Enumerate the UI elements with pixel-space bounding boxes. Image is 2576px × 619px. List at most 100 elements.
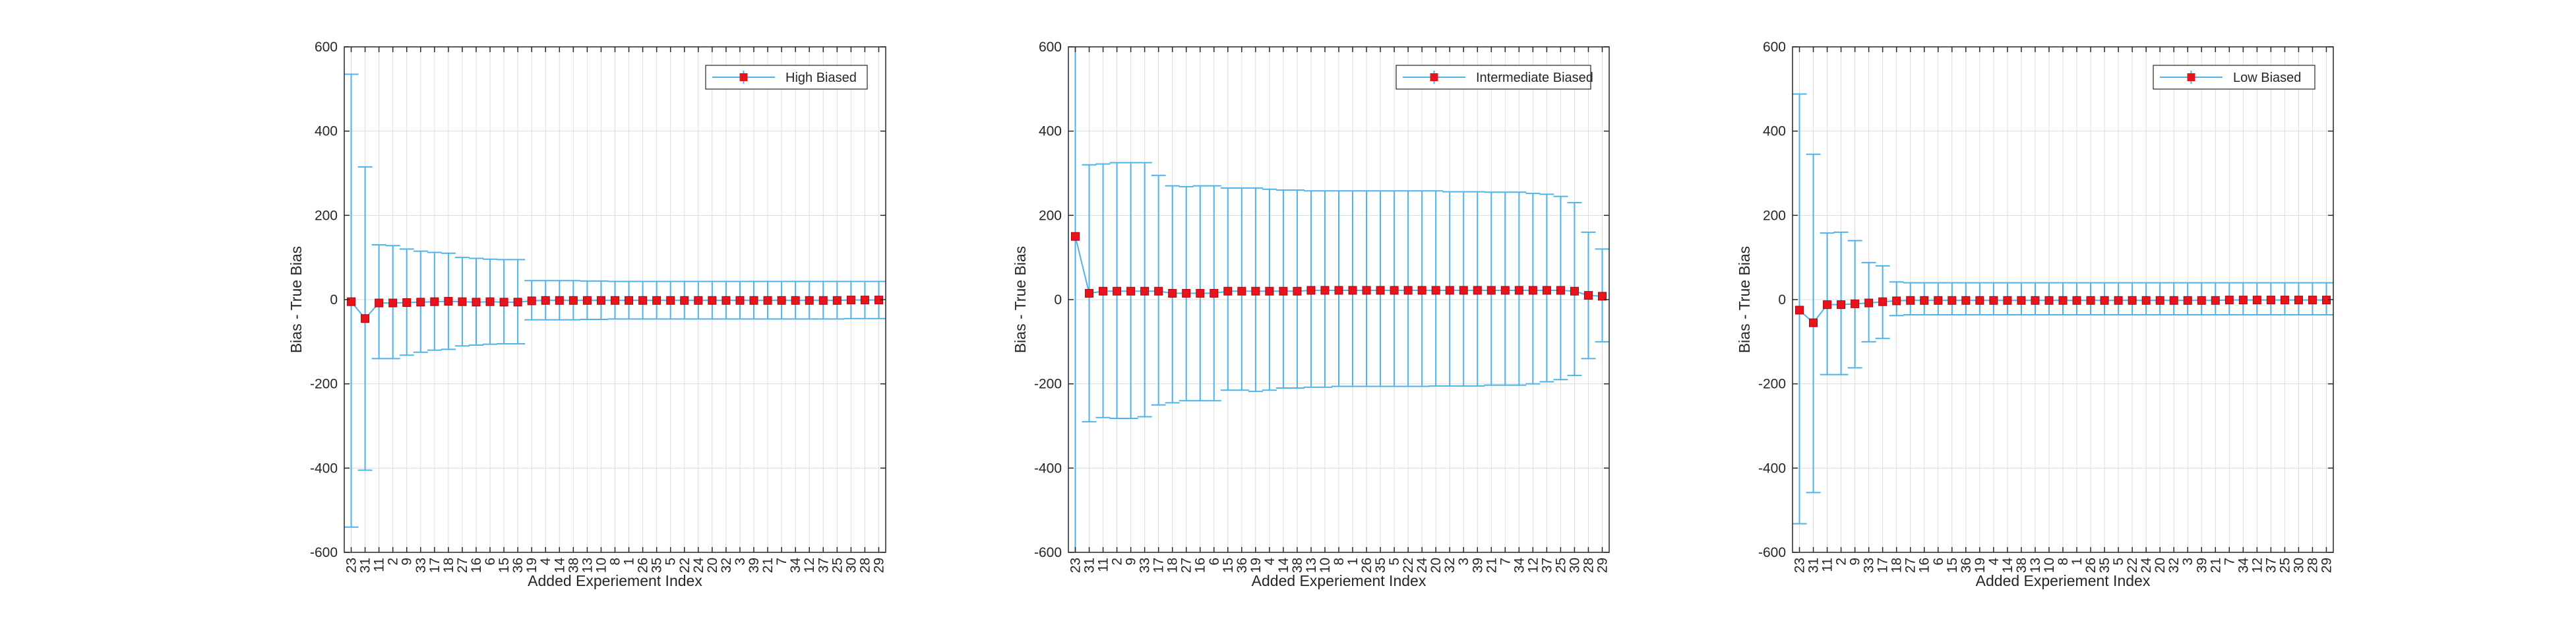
y-tick-label: 400 (315, 124, 338, 139)
data-point (2044, 296, 2054, 305)
x-tick-label: 33 (1862, 558, 1877, 573)
x-tick-label: 27 (1179, 558, 1194, 573)
x-tick-label: 37 (2263, 558, 2279, 573)
x-tick-label: 22 (677, 558, 692, 573)
x-tick-label: 15 (497, 558, 512, 573)
data-point (1487, 286, 1496, 295)
data-point (2114, 296, 2123, 305)
data-point (1570, 286, 1579, 296)
data-point (1113, 286, 1122, 296)
data-point (541, 296, 550, 305)
x-tick-label: 5 (1387, 558, 1402, 566)
x-tick-label: 35 (2097, 558, 2112, 573)
x-tick-label: 15 (1945, 558, 1960, 573)
y-tick-label: 400 (1763, 124, 1786, 139)
data-point (1182, 288, 1191, 298)
data-point (694, 296, 703, 305)
y-tick-label: -400 (1758, 461, 1786, 476)
x-tick-label: 3 (2180, 558, 2195, 566)
x-tick-label: 4 (1986, 558, 2002, 566)
x-tick-label: 21 (1484, 558, 1499, 573)
x-tick-label: 32 (1442, 558, 1457, 573)
data-point (1320, 286, 1330, 295)
y-tick-label: -600 (1758, 545, 1786, 560)
x-tick-label: 25 (1553, 558, 1568, 573)
y-tick-label: 600 (1039, 40, 1062, 55)
legend-label: Low Biased (2233, 71, 2301, 85)
legend-label: Intermediate Biased (1476, 71, 1593, 85)
x-tick-label: 31 (1082, 558, 1097, 573)
y-tick-label: 400 (1039, 124, 1062, 139)
legend-marker-sample (1430, 73, 1438, 81)
x-tick-label: 34 (788, 558, 803, 573)
data-point (721, 296, 731, 305)
data-point (1334, 286, 1343, 295)
data-point (652, 296, 661, 305)
data-point (1892, 296, 1901, 306)
data-point (708, 296, 717, 305)
x-tick-label: 24 (2139, 558, 2154, 573)
data-point (2252, 296, 2261, 305)
x-tick-label: 22 (2125, 558, 2140, 573)
y-tick-label: -200 (1034, 377, 1062, 392)
data-point (416, 298, 425, 307)
x-tick-label: 2 (1110, 558, 1125, 566)
data-point (1223, 286, 1233, 296)
x-tick-label: 18 (1889, 558, 1905, 573)
x-tick-label: 13 (580, 558, 595, 573)
x-tick-label: 24 (691, 558, 706, 573)
data-point (1514, 286, 1523, 295)
legend: Low Biased (2153, 65, 2315, 90)
x-tick-label: 33 (414, 558, 429, 573)
x-tick-label: 21 (2208, 558, 2223, 573)
x-tick-label: 12 (2250, 558, 2265, 573)
data-point (361, 314, 370, 323)
x-tick-label: 7 (1498, 558, 1513, 566)
data-point (1961, 296, 1971, 305)
data-point (2072, 296, 2081, 305)
data-point (1376, 286, 1385, 295)
y-axis-label: Bias - True Bias (288, 246, 305, 353)
y-tick-label: 0 (1778, 292, 1786, 308)
data-point (1237, 286, 1246, 296)
y-tick-label: 600 (315, 40, 338, 55)
data-point (611, 296, 619, 305)
data-point (1920, 296, 1929, 305)
x-tick-label: 14 (2000, 558, 2015, 573)
x-tick-label: 19 (524, 558, 539, 573)
data-point (1864, 298, 1874, 308)
x-tick-label: 38 (2014, 558, 2029, 573)
x-tick-label: 14 (552, 558, 567, 573)
data-point (1279, 286, 1288, 296)
x-tick-label: 30 (1567, 558, 1582, 573)
y-tick-label: 200 (315, 208, 338, 223)
x-tick-label: 27 (1903, 558, 1918, 573)
data-point (1293, 286, 1302, 296)
x-tick-label: 12 (1525, 558, 1541, 573)
x-tick-label: 31 (358, 558, 373, 573)
data-point (2058, 296, 2068, 305)
data-point (1542, 286, 1551, 295)
x-tick-label: 38 (566, 558, 581, 573)
x-tick-label: 38 (1290, 558, 1305, 573)
x-tick-label: 13 (2028, 558, 2043, 573)
legend-marker-sample (2187, 73, 2195, 81)
x-tick-label: 30 (2291, 558, 2306, 573)
data-point (1099, 286, 1108, 296)
x-tick-label: 3 (1456, 558, 1471, 566)
data-point (1795, 306, 1804, 315)
x-tick-label: 19 (1248, 558, 1264, 573)
legend: Intermediate Biased (1395, 65, 1593, 90)
data-point (444, 297, 453, 306)
x-tick-label: 37 (1539, 558, 1554, 573)
x-tick-label: 36 (1959, 558, 1974, 573)
data-point (680, 296, 689, 305)
x-tick-label: 17 (1876, 558, 1891, 573)
data-point (1196, 288, 1205, 298)
x-tick-label: 10 (594, 558, 609, 573)
data-point (1528, 286, 1537, 295)
y-tick-label: 600 (1763, 40, 1786, 55)
x-tick-label: 9 (1848, 558, 1863, 566)
x-tick-label: 7 (2222, 558, 2237, 566)
x-tick-label: 39 (747, 558, 762, 573)
